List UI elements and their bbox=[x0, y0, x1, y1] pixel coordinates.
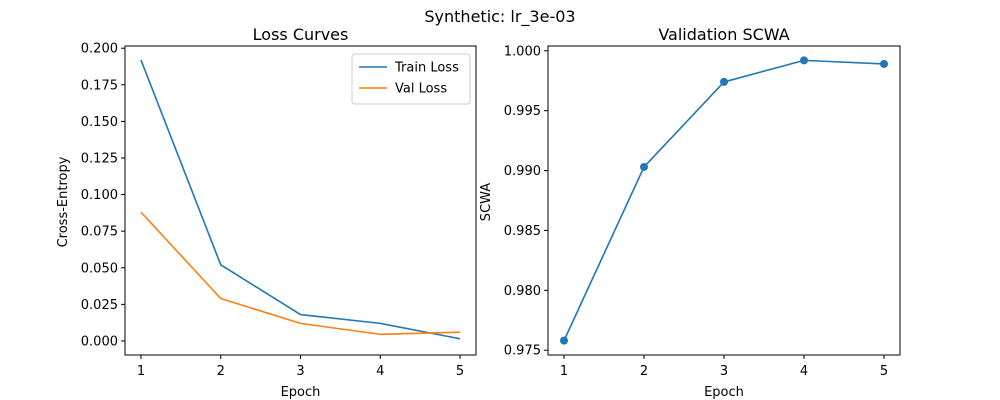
chart-title: Validation SCWA bbox=[658, 25, 789, 44]
y-tick-label: 0.995 bbox=[504, 104, 541, 119]
y-tick-label: 0.990 bbox=[504, 164, 541, 179]
y-tick-label: 0.100 bbox=[81, 188, 118, 203]
x-tick-label: 3 bbox=[296, 364, 304, 379]
plot-area: 1 2 3 4 5 0.975 0.980 0.985 0.990 0.995 1.000 bbox=[504, 44, 901, 379]
data-point bbox=[720, 77, 728, 86]
y-tick-label: 1.000 bbox=[504, 44, 541, 59]
y-tick-label: 0.050 bbox=[81, 261, 118, 276]
x-tick-label: 2 bbox=[640, 364, 648, 379]
figure-title: Synthetic: lr_3e-03 bbox=[424, 7, 575, 27]
y-axis-label: SCWA bbox=[479, 183, 494, 221]
y-axis-label: Cross-Entropy bbox=[56, 156, 71, 247]
validation-scwa-chart: Validation SCWA 1 2 3 4 5 0.975 0.980 0.985 0.99… bbox=[479, 25, 901, 400]
y-tick-label: 0.200 bbox=[81, 42, 118, 57]
x-axis-label: Epoch bbox=[704, 385, 744, 400]
legend-entry: Train Loss bbox=[394, 61, 459, 76]
y-tick-label: 0.075 bbox=[81, 225, 118, 240]
y-tick-label: 0.000 bbox=[81, 334, 118, 349]
x-tick-label: 5 bbox=[456, 364, 464, 379]
x-tick-label: 2 bbox=[217, 364, 225, 379]
chart-title: Loss Curves bbox=[253, 25, 349, 44]
y-tick-label: 0.175 bbox=[81, 78, 118, 93]
series-line-1 bbox=[140, 59, 461, 340]
y-tick-label: 0.025 bbox=[81, 298, 118, 313]
plot-area: 1 2 3 4 5 0.000 0.025 0.050 0.075 0.100 0.125 0.150… bbox=[81, 42, 477, 379]
data-point bbox=[560, 336, 568, 345]
x-tick-label: 1 bbox=[560, 364, 568, 379]
y-tick-label: 0.985 bbox=[504, 224, 541, 239]
x-axis-label: Epoch bbox=[281, 385, 321, 400]
series-line-2 bbox=[140, 211, 461, 336]
x-tick-label: 4 bbox=[800, 364, 808, 379]
legend: Train Loss Val Loss bbox=[351, 53, 471, 105]
x-tick-label: 5 bbox=[880, 364, 888, 379]
x-tick-label: 1 bbox=[137, 364, 145, 379]
legend-entry: Val Loss bbox=[395, 82, 447, 97]
loss-curves-chart: Loss Curves 1 2 3 4 5 0.000 0.025 0.050 0.075 0.1… bbox=[56, 25, 477, 400]
y-tick-label: 0.125 bbox=[81, 151, 118, 166]
y-tick-label: 0.980 bbox=[504, 284, 541, 299]
y-tick-label: 0.150 bbox=[81, 115, 118, 130]
y-tick-label: 0.975 bbox=[504, 344, 541, 359]
x-tick-label: 4 bbox=[376, 364, 384, 379]
data-point bbox=[640, 162, 648, 171]
data-point bbox=[880, 59, 888, 68]
data-point bbox=[800, 56, 808, 65]
x-tick-label: 3 bbox=[720, 364, 728, 379]
